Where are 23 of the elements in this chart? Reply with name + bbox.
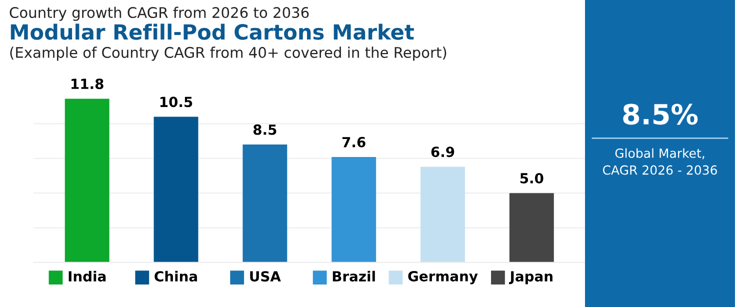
x-tick-label: Brazil (332, 270, 375, 282)
chart-subtitle: Country growth CAGR from 2026 to 2036 (10, 6, 309, 21)
bar (242, 144, 288, 262)
bar (64, 98, 110, 262)
text: Global Market, CAGR 2026 - 2036 (602, 148, 717, 175)
data-label: 7.6 (342, 136, 366, 148)
data-label: 8.5 (253, 124, 276, 135)
x-tick-label: Germany (408, 270, 478, 284)
data-label: 6.9 (431, 146, 454, 158)
bar (332, 157, 376, 262)
data-label: 5.0 (520, 172, 544, 184)
bar (509, 193, 554, 262)
data-label: 10.5 (160, 96, 192, 108)
x-tick-label: USA (250, 271, 281, 282)
x-tick-label: Japan (509, 271, 552, 284)
text: (Example of Country CAGR from 40+ covered in the Report) (10, 46, 446, 61)
data-label: 11.8 (72, 78, 104, 90)
bar (154, 116, 198, 262)
text: 8.5% (623, 104, 698, 125)
bar (420, 166, 465, 262)
x-tick-label: China (154, 270, 197, 282)
x-tick-label: India (68, 270, 106, 282)
chart-title: Modular Refill-Pod Cartons Market (10, 24, 414, 40)
